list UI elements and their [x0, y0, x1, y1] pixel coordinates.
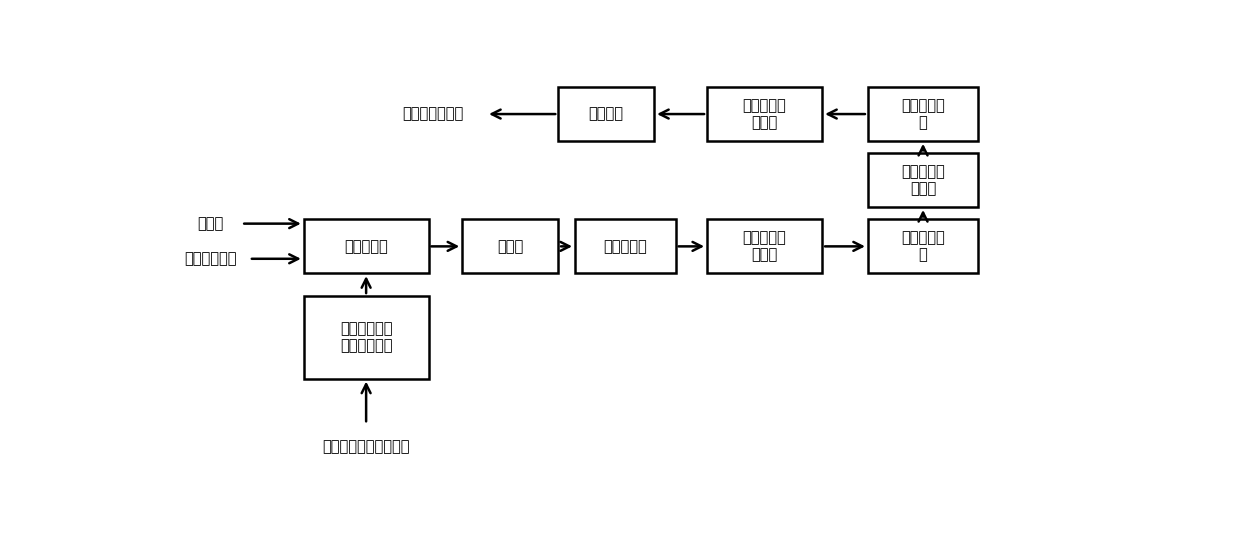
Text: 己内酰胺熔体: 己内酰胺熔体 [185, 251, 237, 266]
Bar [707, 87, 823, 141]
Text: 纺丝箱体: 纺丝箱体 [589, 106, 623, 121]
Text: 功能粉体浆料
多级研磨装置: 功能粉体浆料 多级研磨装置 [339, 321, 393, 353]
Text: 低聚物熔体
脱水器: 低聚物熔体 脱水器 [742, 230, 787, 263]
Text: 后聚合反应
器: 后聚合反应 器 [901, 98, 945, 130]
Bar [867, 220, 979, 273]
Text: 前聚合反应
器: 前聚合反应 器 [901, 230, 945, 263]
Text: 催化剂: 催化剂 [197, 216, 224, 231]
Text: 换热器: 换热器 [497, 239, 523, 254]
Bar [867, 87, 979, 141]
Bar [304, 296, 429, 379]
Text: 薄膜蒸发脱
挥系统: 薄膜蒸发脱 挥系统 [742, 98, 787, 130]
Bar [575, 220, 675, 273]
Text: 功能聚酰胺纤维: 功能聚酰胺纤维 [403, 106, 463, 121]
Bar [867, 154, 979, 207]
Text: 水解反应器: 水解反应器 [603, 239, 647, 254]
Text: 动态混合器: 动态混合器 [344, 239, 388, 254]
Bar [707, 220, 823, 273]
Bar [558, 87, 654, 141]
Bar [462, 220, 559, 273]
Text: 预聚物熔体
脱水器: 预聚物熔体 脱水器 [901, 164, 945, 197]
Bar [304, 220, 429, 273]
Text: 功能粉体浆料预分散料: 功能粉体浆料预分散料 [322, 439, 410, 454]
